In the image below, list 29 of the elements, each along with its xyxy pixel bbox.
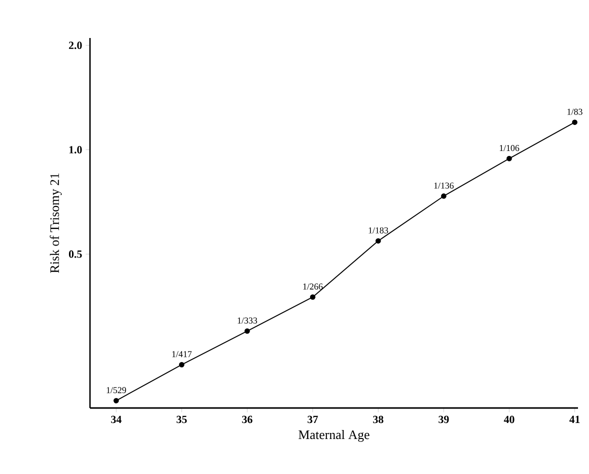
x-tick-label: 34 (111, 416, 122, 424)
x-tick-label: 39 (438, 416, 449, 424)
x-tick-label: 41 (569, 416, 580, 424)
point (572, 120, 578, 125)
y-axis-title: Risk of Trisomy 21 (50, 173, 62, 273)
data-label: 1/83 (568, 108, 582, 115)
data-label: 1/529 (106, 387, 126, 394)
data-label: 1/333 (238, 318, 258, 324)
data-label: 1/417 (172, 351, 192, 358)
point (376, 238, 381, 244)
point (310, 294, 316, 300)
x-tick-label: 37 (308, 416, 318, 424)
x-tick-label: 40 (504, 416, 514, 424)
x-tick-label: 38 (373, 416, 384, 424)
point (506, 156, 512, 162)
point (114, 398, 119, 404)
point (441, 193, 446, 199)
y-tick-label: 2.0 (68, 42, 82, 50)
point (244, 328, 250, 334)
data-label: 1/136 (434, 182, 454, 189)
point (179, 362, 184, 368)
x-tick-label: 35 (176, 416, 187, 424)
x-tick-label: 36 (242, 416, 252, 424)
data-label: 1/183 (368, 227, 388, 234)
x-axis-title: Maternal Age (298, 430, 370, 442)
data-label: 1/266 (303, 284, 323, 290)
y-tick-label: 0.5 (68, 250, 82, 258)
data-label: 1/106 (500, 145, 520, 152)
y-tick-label: 1.0 (69, 146, 82, 154)
